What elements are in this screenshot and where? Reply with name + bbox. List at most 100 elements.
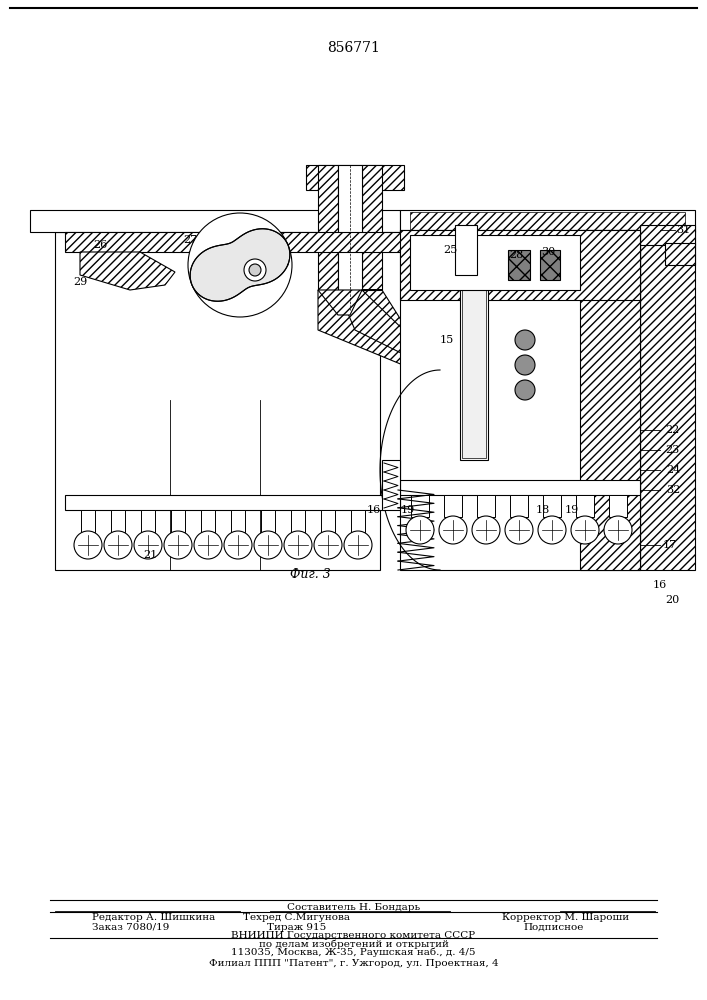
Circle shape (505, 516, 533, 544)
Bar (411, 495, 429, 517)
Text: Составитель Н. Бондарь: Составитель Н. Бондарь (287, 904, 420, 912)
Circle shape (164, 531, 192, 559)
Circle shape (472, 516, 500, 544)
Polygon shape (318, 290, 430, 370)
Text: по делам изобретений и открытий: по делам изобретений и открытий (259, 939, 448, 949)
Circle shape (538, 516, 566, 544)
Circle shape (194, 531, 222, 559)
Circle shape (249, 264, 261, 276)
Bar (351, 510, 365, 532)
Text: 32: 32 (666, 485, 680, 495)
Polygon shape (80, 252, 175, 290)
Circle shape (314, 531, 342, 559)
Text: 113035, Москва, Ж-35, Раушская наб., д. 4/5: 113035, Москва, Ж-35, Раушская наб., д. … (231, 947, 476, 957)
Bar (665, 243, 695, 265)
Text: 27: 27 (183, 235, 197, 245)
Bar (444, 495, 462, 517)
Text: 20: 20 (665, 595, 679, 605)
Bar (400, 210, 695, 232)
Text: 24: 24 (666, 465, 680, 475)
Text: 16: 16 (367, 505, 381, 515)
Text: Фиг. 3: Фиг. 3 (290, 568, 330, 582)
Text: 31: 31 (676, 225, 690, 235)
Bar (580, 230, 640, 570)
Bar (510, 495, 528, 517)
Circle shape (571, 516, 599, 544)
Text: 17: 17 (663, 540, 677, 550)
Circle shape (515, 355, 535, 375)
Circle shape (74, 531, 102, 559)
Circle shape (284, 531, 312, 559)
Circle shape (224, 531, 252, 559)
Circle shape (439, 516, 467, 544)
Bar (508, 250, 530, 280)
Bar (141, 510, 155, 532)
Text: 29: 29 (73, 277, 87, 287)
Circle shape (604, 516, 632, 544)
Circle shape (406, 516, 434, 544)
Text: 16: 16 (653, 580, 667, 590)
Bar (55, 232, 380, 570)
Bar (111, 510, 125, 532)
Text: 23: 23 (665, 445, 679, 455)
Bar (30, 210, 400, 232)
Text: 22: 22 (665, 425, 679, 435)
Bar (338, 165, 362, 290)
Bar (400, 480, 640, 495)
Circle shape (104, 531, 132, 559)
Polygon shape (338, 290, 445, 375)
Bar (543, 495, 561, 517)
Bar (640, 230, 695, 570)
Bar (540, 250, 560, 280)
Text: 18: 18 (536, 505, 550, 515)
Circle shape (515, 330, 535, 350)
Text: Редактор А. Шишкина: Редактор А. Шишкина (92, 914, 215, 922)
Text: 30: 30 (541, 247, 555, 257)
Text: 25: 25 (443, 245, 457, 255)
Bar (261, 510, 275, 532)
Bar (65, 232, 405, 252)
Text: 19: 19 (401, 505, 415, 515)
Circle shape (244, 259, 266, 281)
Bar (640, 225, 695, 245)
Bar (382, 460, 400, 510)
Bar (477, 495, 495, 517)
Text: Тираж 915: Тираж 915 (267, 922, 327, 932)
Bar (231, 510, 245, 532)
Circle shape (134, 531, 162, 559)
Bar (306, 165, 404, 190)
Bar (400, 230, 640, 300)
Bar (65, 495, 385, 510)
Bar (455, 225, 477, 275)
Text: Заказ 7080/19: Заказ 7080/19 (92, 922, 169, 932)
Bar (81, 510, 95, 532)
Text: 856771: 856771 (327, 41, 380, 55)
Text: Подписное: Подписное (523, 922, 583, 932)
Bar (460, 240, 488, 460)
Bar (201, 510, 215, 532)
Polygon shape (190, 229, 290, 301)
Bar (400, 230, 640, 570)
Bar (609, 495, 627, 517)
Bar (291, 510, 305, 532)
Polygon shape (318, 290, 382, 315)
Bar (462, 242, 486, 458)
Text: 28: 28 (509, 250, 523, 260)
Circle shape (515, 380, 535, 400)
Text: Корректор М. Шароши: Корректор М. Шароши (502, 914, 629, 922)
Text: Филиал ППП "Патент", г. Ужгород, ул. Проектная, 4: Филиал ППП "Патент", г. Ужгород, ул. Про… (209, 958, 498, 968)
Bar (410, 235, 580, 290)
Bar (576, 495, 594, 517)
Circle shape (254, 531, 282, 559)
Text: 26: 26 (93, 240, 107, 250)
Text: ВНИИПИ Государственного комитета СССР: ВНИИПИ Государственного комитета СССР (231, 932, 476, 940)
Circle shape (344, 531, 372, 559)
Circle shape (188, 213, 292, 317)
Bar (410, 212, 685, 230)
Text: 21: 21 (143, 550, 157, 560)
Bar (318, 165, 338, 290)
Bar (362, 165, 382, 290)
Bar (321, 510, 335, 532)
Text: Техред С.Мигунова: Техред С.Мигунова (243, 914, 351, 922)
Text: 19: 19 (565, 505, 579, 515)
